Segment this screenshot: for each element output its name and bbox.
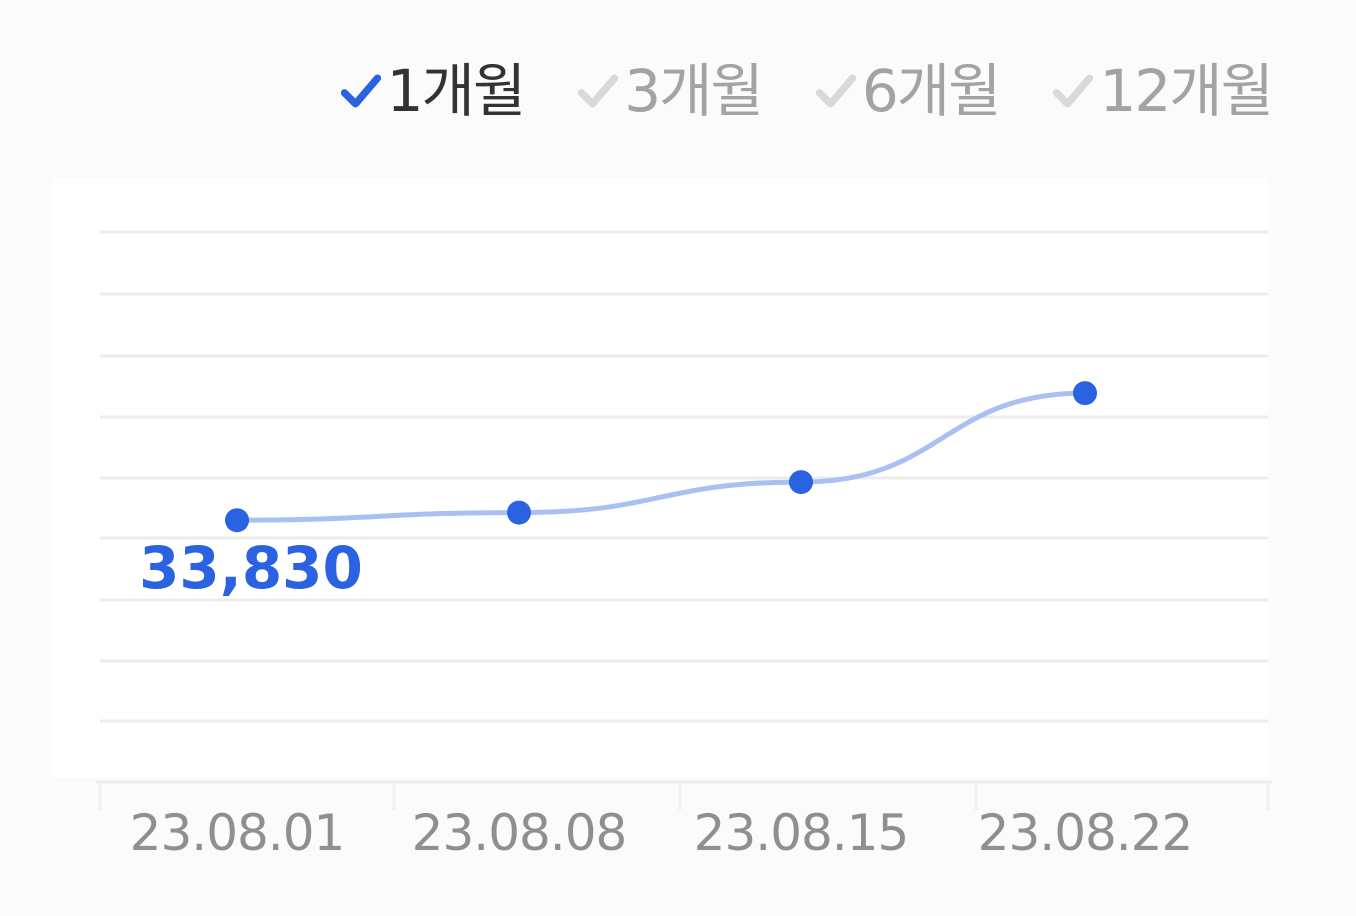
data-point[interactable] [1073,381,1097,405]
data-point[interactable] [225,508,249,532]
x-tick-label: 23.08.15 [694,804,909,862]
x-tick-label: 23.08.01 [130,804,345,862]
x-tick-label: 23.08.08 [412,804,627,862]
data-label: 33,830 [139,534,363,602]
series-line [237,393,1085,520]
x-tick-label: 23.08.22 [978,804,1193,862]
data-point[interactable] [507,501,531,525]
data-point[interactable] [789,470,813,494]
